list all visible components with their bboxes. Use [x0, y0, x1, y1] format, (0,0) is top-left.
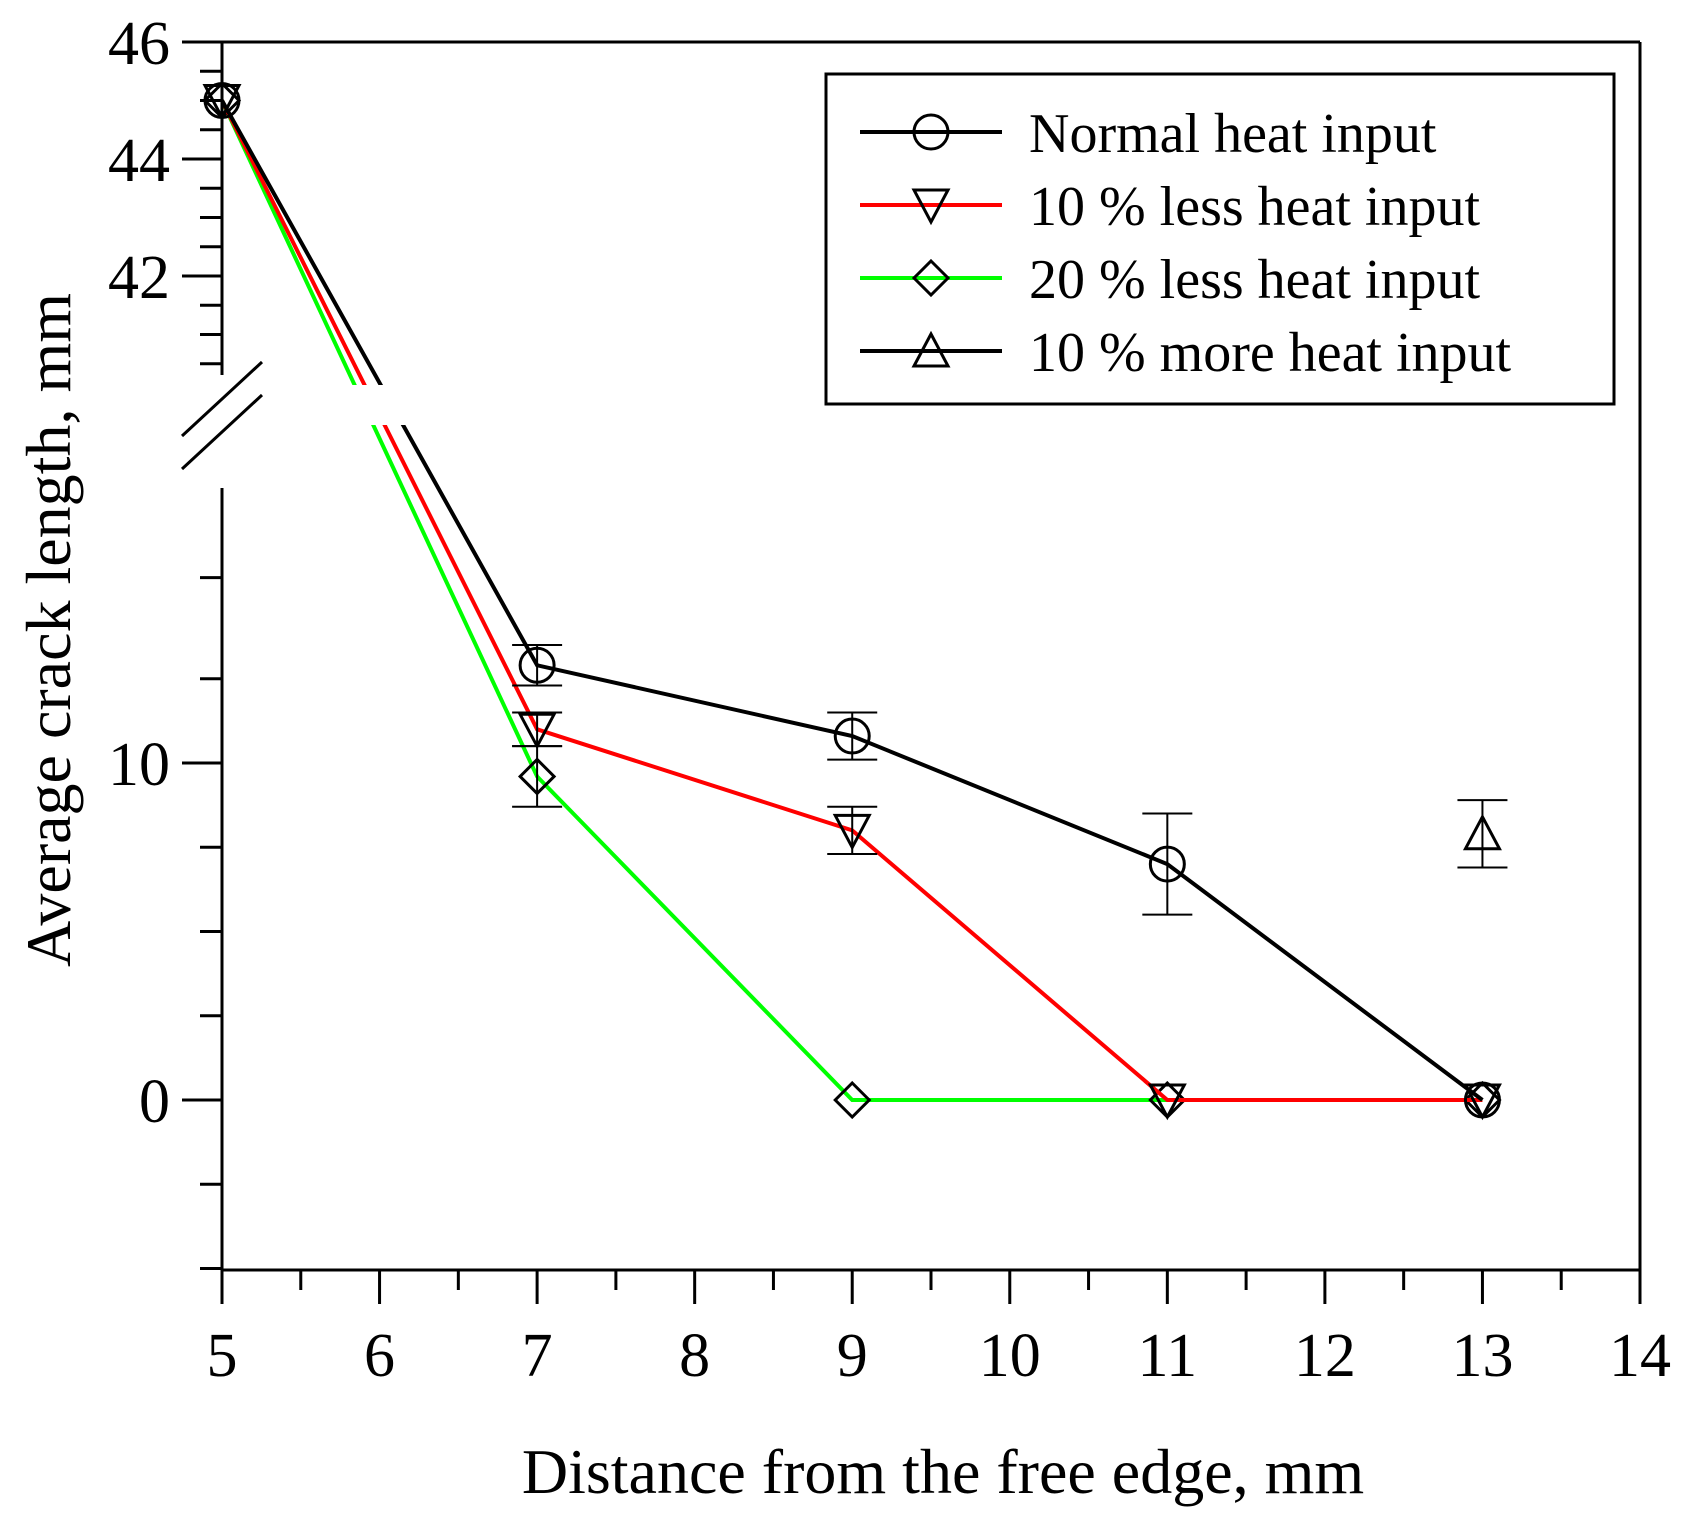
data-point — [1148, 845, 1186, 883]
data-point — [1147, 1083, 1187, 1121]
data-point — [517, 712, 557, 750]
axis-break-gap — [342, 385, 462, 425]
y-tick-label: 10 — [108, 731, 170, 799]
legend-label: 10 % less heat input — [1029, 176, 1480, 238]
x-tick-label: 8 — [679, 1322, 710, 1390]
x-tick-label: 9 — [837, 1322, 868, 1390]
data-point — [832, 813, 872, 851]
x-tick-label: 11 — [1137, 1322, 1197, 1390]
legend-label: Normal heat input — [1029, 103, 1437, 165]
data-point — [833, 717, 871, 755]
x-tick-label: 12 — [1294, 1322, 1356, 1390]
x-tick-label: 14 — [1609, 1322, 1671, 1390]
data-point — [1462, 813, 1502, 851]
axis-break-mark — [180, 360, 264, 438]
data-point — [833, 1080, 872, 1120]
legend-marker — [912, 113, 950, 151]
x-tick-label: 10 — [979, 1322, 1041, 1390]
axis-break-mark — [180, 393, 264, 471]
y-axis-title: Average crack length, mm — [13, 293, 84, 967]
legend-marker — [911, 258, 951, 298]
data-point — [1462, 1083, 1502, 1121]
x-tick-label: 7 — [522, 1322, 553, 1390]
legend-marker — [911, 188, 951, 226]
legend-marker — [911, 330, 951, 368]
y-tick-label: 44 — [108, 127, 170, 195]
y-tick-label: 46 — [108, 10, 170, 78]
y-tick-label: 0 — [139, 1068, 170, 1136]
x-tick-label: 13 — [1451, 1322, 1513, 1390]
legend-label: 10 % more heat input — [1029, 322, 1512, 384]
data-point — [1463, 1081, 1501, 1119]
x-tick-label: 6 — [364, 1322, 395, 1390]
x-tick-label: 5 — [207, 1322, 238, 1390]
data-point — [517, 757, 557, 796]
y-tick-label: 42 — [108, 244, 170, 312]
legend-label: 20 % less heat input — [1029, 249, 1480, 311]
data-point — [518, 646, 556, 684]
x-axis-title: Distance from the free edge, mm — [522, 1436, 1364, 1507]
series-3 — [1457, 799, 1508, 869]
